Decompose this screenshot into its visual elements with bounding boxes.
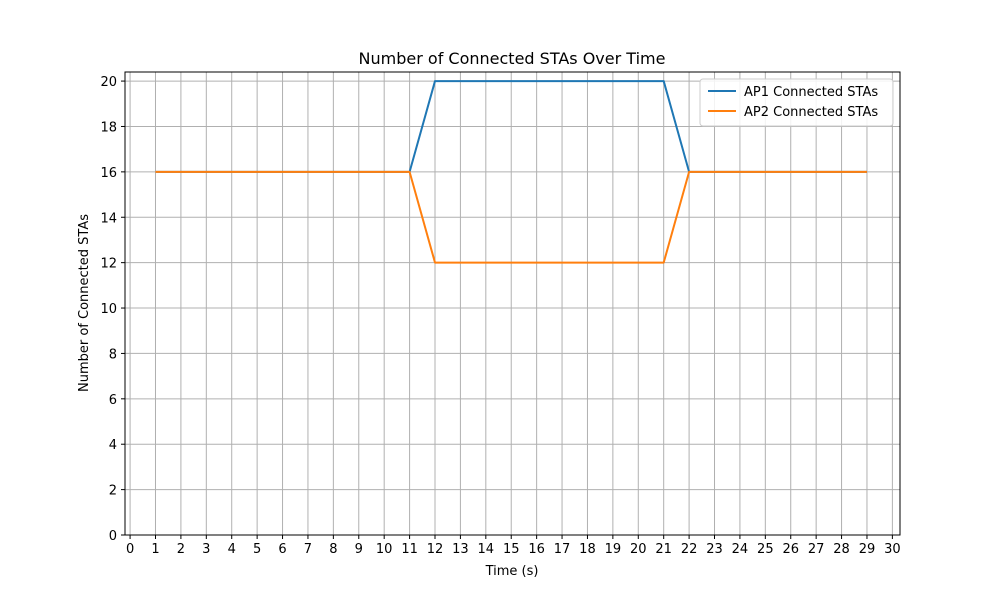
y-tick-label: 10 — [100, 302, 117, 317]
y-tick-label: 14 — [100, 211, 117, 226]
x-tick-label: 22 — [681, 542, 698, 557]
x-tick-label: 27 — [808, 542, 825, 557]
series-line-2 — [155, 170, 867, 264]
chart-title: Number of Connected STAs Over Time — [359, 49, 666, 68]
grid — [125, 72, 900, 536]
x-tick-label: 3 — [202, 542, 210, 557]
y-tick-label: 18 — [100, 120, 117, 135]
legend-box — [699, 78, 894, 127]
x-tick-label: 25 — [757, 542, 774, 557]
x-tick-label: 10 — [376, 542, 393, 557]
legend-label-1: AP1 Connected STAs — [744, 85, 878, 100]
x-tick-label: 9 — [355, 542, 363, 557]
x-tick-label: 12 — [427, 542, 444, 557]
x-tick-label: 0 — [126, 542, 134, 557]
x-tick-label: 13 — [452, 542, 469, 557]
x-tick-label: 28 — [833, 542, 850, 557]
legend: AP1 Connected STAs AP2 Connected STAs — [699, 78, 894, 127]
x-tick-label: 30 — [884, 542, 901, 557]
x-tick-label: 8 — [329, 542, 337, 557]
x-ticks: 0 1 2 3 4 5 6 7 8 9 10 11 12 13 14 15 16 17 18 19 20 21 22 23 24… — [126, 535, 901, 557]
x-tick-label: 11 — [401, 542, 418, 557]
x-tick-label: 26 — [782, 542, 799, 557]
series-lines — [155, 80, 867, 264]
x-tick-label: 16 — [528, 542, 545, 557]
x-tick-label: 14 — [478, 542, 495, 557]
x-tick-label: 5 — [253, 542, 261, 557]
y-tick-label: 2 — [109, 484, 117, 499]
legend-label-2: AP2 Connected STAs — [744, 105, 878, 120]
y-tick-label: 20 — [100, 75, 117, 90]
y-tick-label: 0 — [109, 529, 117, 544]
x-tick-label: 6 — [278, 542, 286, 557]
x-tick-label: 21 — [655, 542, 672, 557]
y-tick-label: 4 — [109, 438, 117, 453]
y-tick-label: 6 — [109, 393, 117, 408]
x-tick-label: 20 — [630, 542, 647, 557]
x-tick-label: 15 — [503, 542, 520, 557]
y-tick-label: 8 — [109, 347, 117, 362]
x-tick-label: 2 — [177, 542, 185, 557]
y-tick-label: 16 — [100, 166, 117, 181]
x-tick-label: 24 — [732, 542, 749, 557]
x-tick-label: 29 — [859, 542, 876, 557]
y-ticks: 0 2 4 6 8 10 12 14 16 18 20 — [100, 75, 125, 544]
y-tick-label: 12 — [100, 257, 117, 272]
y-axis-label: Number of Connected STAs — [77, 214, 92, 392]
x-tick-label: 7 — [304, 542, 312, 557]
x-tick-label: 4 — [228, 542, 236, 557]
x-tick-label: 18 — [579, 542, 596, 557]
x-tick-label: 23 — [706, 542, 723, 557]
x-tick-label: 1 — [151, 542, 159, 557]
x-tick-label: 19 — [605, 542, 622, 557]
x-axis-label: Time (s) — [485, 564, 539, 579]
x-tick-label: 17 — [554, 542, 571, 557]
plot-frame — [124, 71, 901, 536]
